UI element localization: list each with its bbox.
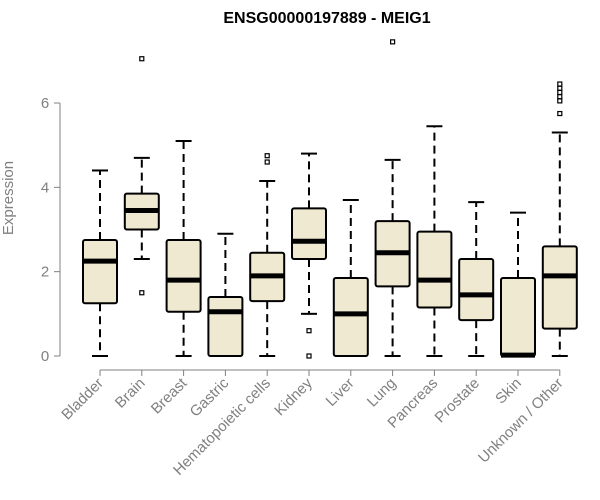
outlier-point bbox=[139, 56, 145, 62]
x-tick-label: Brain bbox=[112, 375, 149, 412]
y-tick-label: 6 bbox=[41, 95, 49, 112]
outlier-point bbox=[306, 328, 312, 334]
box-group bbox=[291, 152, 327, 359]
box-group bbox=[416, 125, 453, 357]
outlier-point bbox=[306, 353, 312, 359]
box-group bbox=[500, 211, 536, 358]
outlier-point bbox=[557, 89, 563, 96]
box bbox=[500, 276, 536, 357]
x-tick-label: Lung bbox=[364, 375, 400, 411]
box bbox=[458, 258, 495, 322]
x-tick-label: Skin bbox=[492, 375, 525, 408]
box-group bbox=[541, 81, 578, 357]
box-group bbox=[332, 198, 369, 357]
boxes bbox=[82, 39, 578, 359]
box-group bbox=[374, 39, 411, 357]
outlier-point bbox=[557, 85, 563, 91]
box bbox=[165, 239, 202, 313]
y-tick-label: 4 bbox=[41, 179, 49, 196]
box-group bbox=[165, 139, 202, 357]
x-tick-label: Bladder bbox=[58, 375, 107, 424]
x-tick-label: Liver bbox=[323, 375, 358, 410]
box-group bbox=[249, 153, 286, 357]
y-tick-label: 0 bbox=[41, 348, 49, 365]
outlier-point bbox=[557, 81, 563, 87]
outlier-point bbox=[390, 39, 396, 45]
x-tick-label: Breast bbox=[148, 374, 191, 417]
outlier-point bbox=[264, 159, 270, 165]
outlier-point bbox=[557, 98, 563, 104]
box bbox=[207, 295, 244, 358]
box-group bbox=[123, 56, 160, 296]
box bbox=[332, 276, 369, 357]
y-axis: 0 2 4 6 bbox=[41, 95, 61, 365]
outlier-point bbox=[264, 153, 270, 159]
box bbox=[291, 207, 327, 261]
chart-title: ENSG00000197889 - MEIG1 bbox=[223, 10, 430, 27]
box bbox=[416, 230, 453, 309]
y-tick-label: 2 bbox=[41, 264, 49, 281]
box-group bbox=[207, 232, 244, 358]
x-tick-label: Kidney bbox=[271, 374, 316, 419]
outlier-point bbox=[557, 110, 563, 117]
box bbox=[82, 239, 118, 305]
outlier-point bbox=[139, 290, 145, 296]
box-group bbox=[458, 201, 495, 357]
y-axis-label: Expression bbox=[0, 161, 17, 235]
outlier-point bbox=[557, 94, 563, 100]
x-tick-label: Prostate bbox=[431, 375, 483, 427]
box bbox=[541, 245, 578, 330]
box-group bbox=[82, 169, 118, 357]
